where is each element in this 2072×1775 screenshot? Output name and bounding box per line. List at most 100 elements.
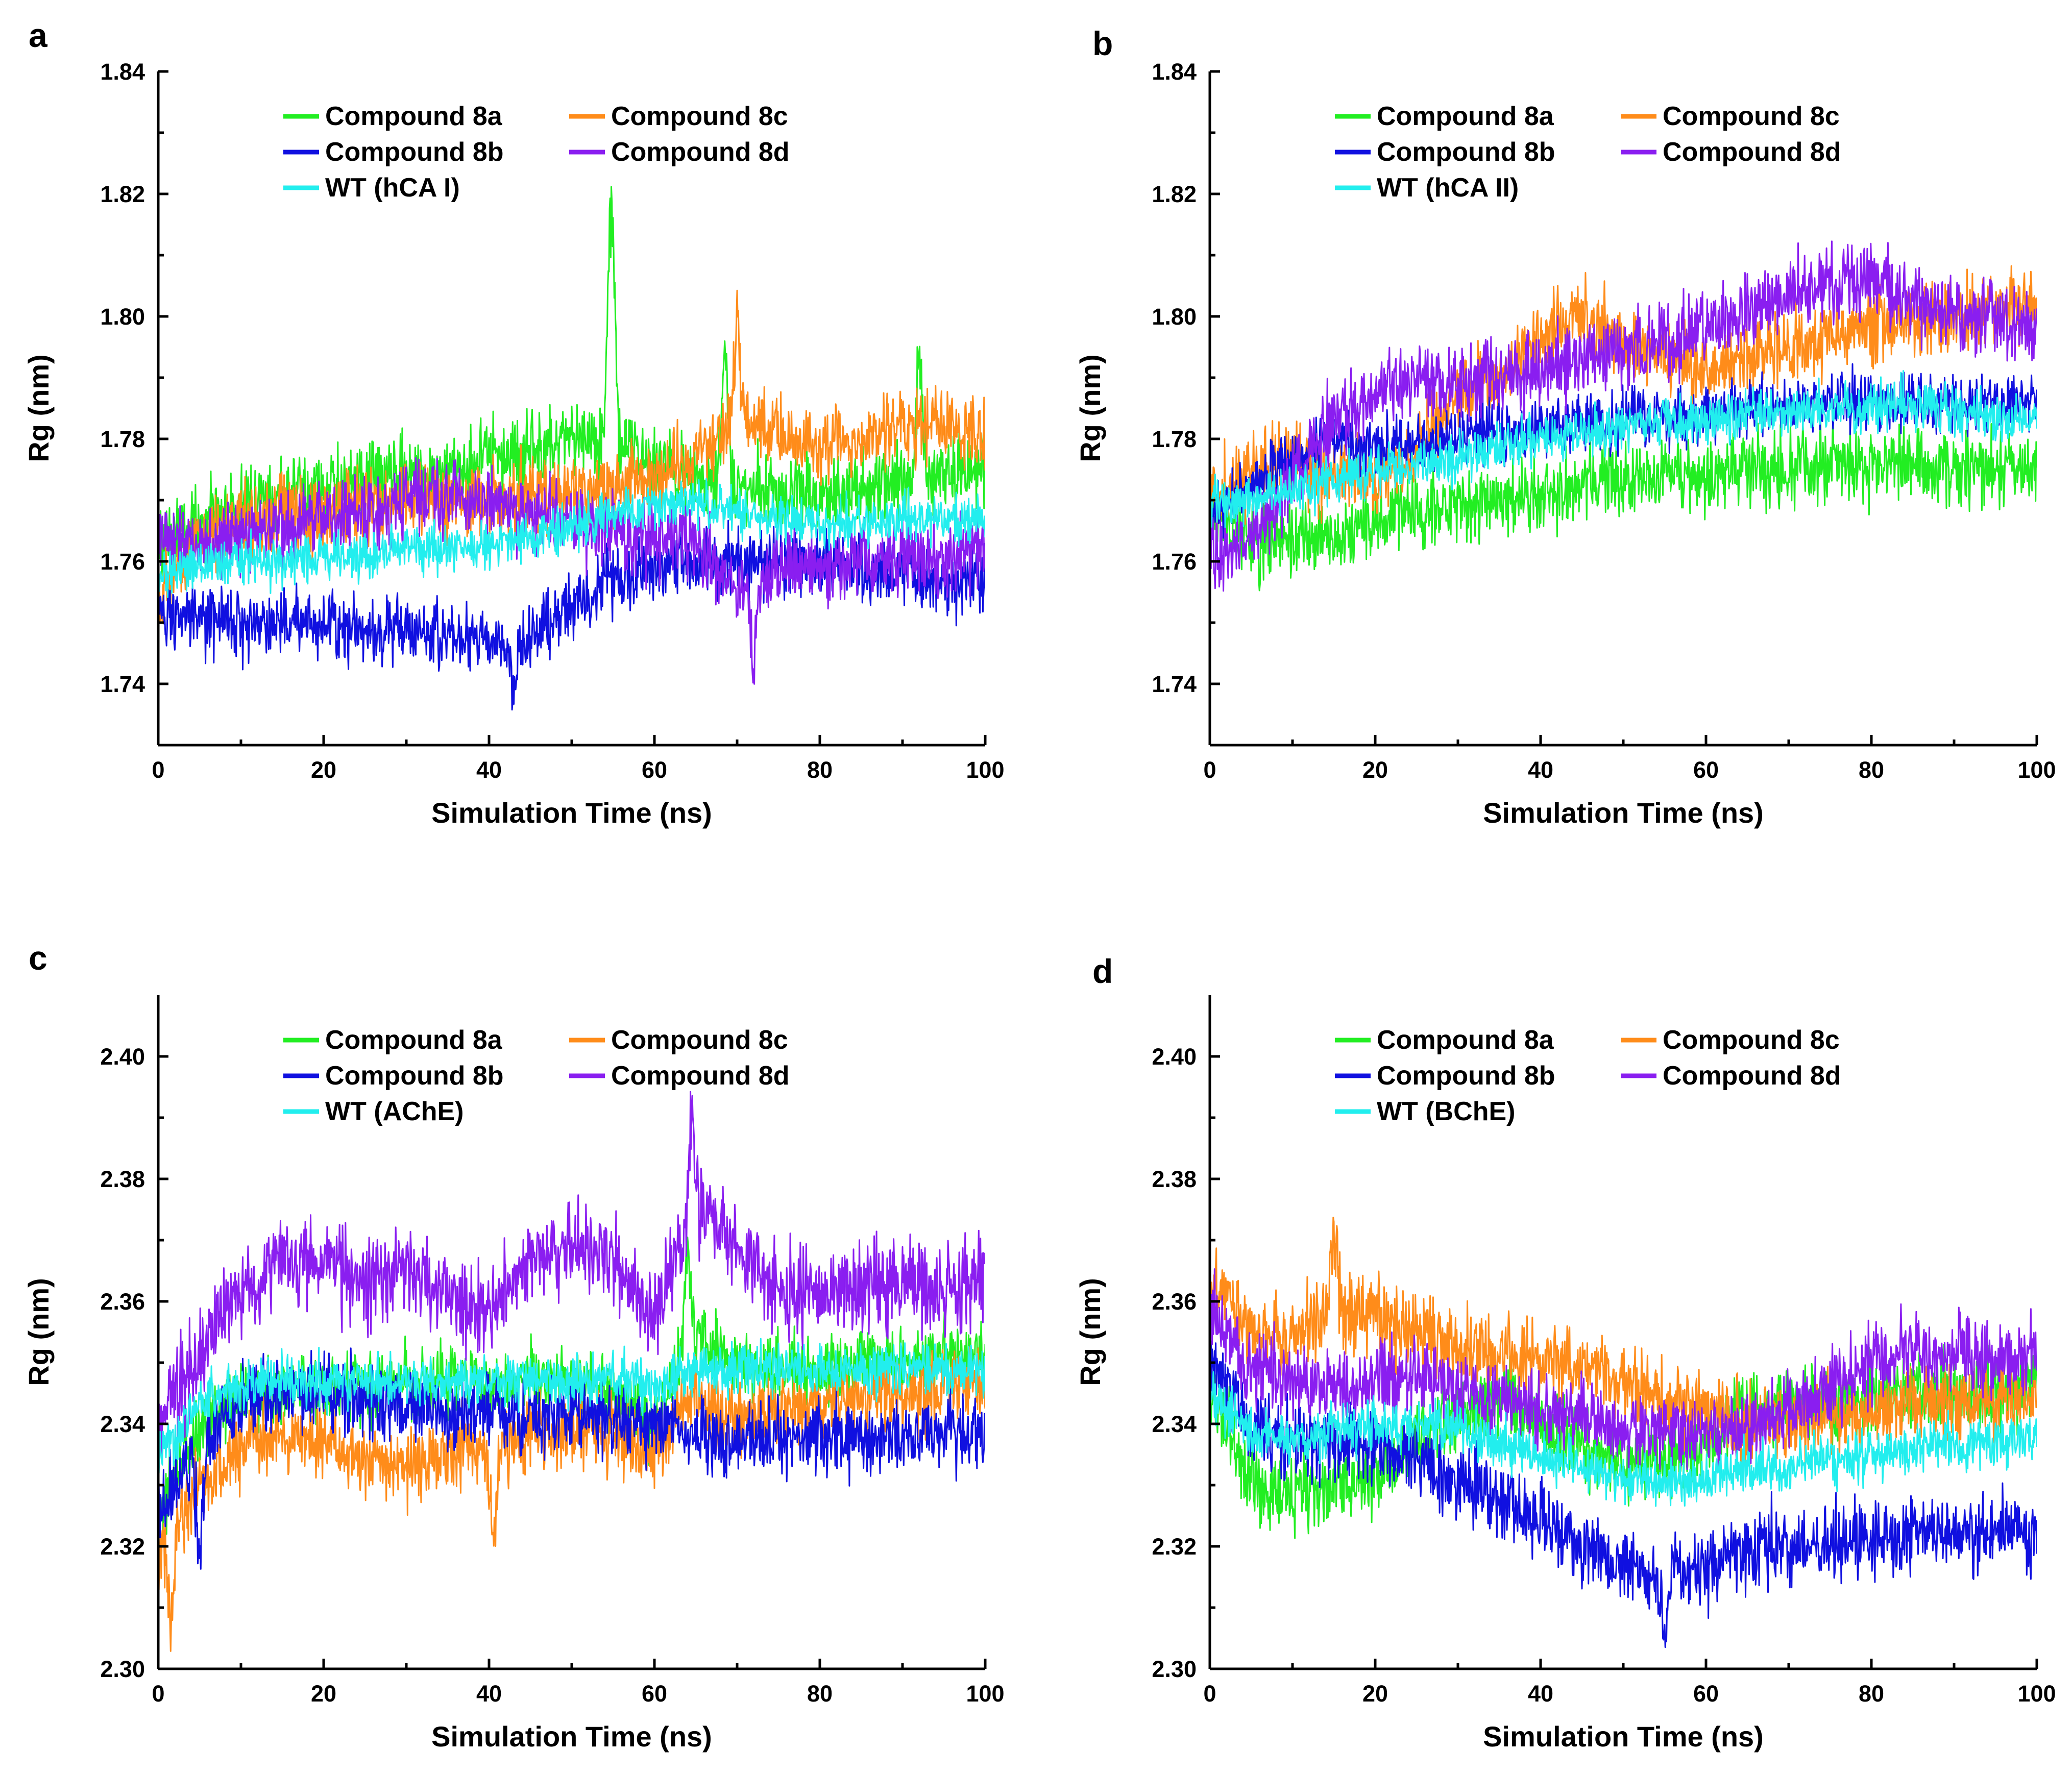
x-axis-label: Simulation Time (ns) [1483, 797, 1764, 829]
y-tick-label: 2.32 [100, 1534, 145, 1560]
panel-b: 0 20 40 60 80 100 1.74 1.76 1.78 1.80 1.82 1.84 Simu… [1074, 24, 2056, 829]
series-line-compound-8a [1210, 417, 2037, 591]
legend-label: Compound 8b [1377, 137, 1555, 167]
legend-item: Compound 8a [283, 1025, 503, 1055]
legend-item: Compound 8c [1621, 1025, 1840, 1055]
series-line-compound-8c [1210, 265, 2037, 533]
y-tick-label: 2.30 [1152, 1656, 1197, 1682]
legend-item: Compound 8b [1335, 137, 1555, 167]
x-tick-label: 60 [1693, 757, 1719, 783]
legend-item: Compound 8d [1621, 1061, 1841, 1091]
y-tick-label: 1.80 [1152, 304, 1197, 330]
legend-item: Compound 8c [569, 102, 788, 131]
x-tick-label: 0 [1203, 1681, 1216, 1707]
x-tick-label: 80 [807, 1681, 833, 1707]
series-line-compound-8b [1210, 1340, 2037, 1648]
legend: Compound 8a Compound 8c Compound 8b Compoun… [283, 1025, 790, 1126]
legend-label: Compound 8c [611, 102, 788, 131]
y-axis-label: Rg (nm) [22, 1278, 55, 1386]
y-tick-label: 2.30 [100, 1656, 145, 1682]
legend-label: Compound 8d [1663, 1061, 1841, 1091]
legend-item: Compound 8d [1621, 137, 1841, 167]
panel-letter: b [1092, 24, 1113, 62]
y-tick-label: 1.74 [100, 671, 145, 697]
x-tick-label: 20 [311, 1681, 336, 1707]
y-tick-label: 2.34 [100, 1411, 145, 1437]
y-tick-label: 2.40 [1152, 1044, 1197, 1070]
x-tick-label: 80 [1859, 757, 1884, 783]
x-axis-label: Simulation Time (ns) [1483, 1720, 1764, 1753]
panel-letter: c [29, 939, 47, 977]
series-group [1210, 1217, 2037, 1648]
x-tick-label: 100 [966, 757, 1004, 783]
y-tick-label: 1.76 [100, 549, 145, 575]
legend-label: Compound 8a [1377, 102, 1554, 131]
legend-item: Compound 8c [569, 1025, 788, 1055]
series-line-compound-8c [158, 289, 985, 624]
y-tick-label: 2.38 [100, 1166, 145, 1192]
legend-label: Compound 8c [1663, 1025, 1840, 1055]
panel-d: 0 20 40 60 80 100 2.30 2.32 2.34 2.36 2.38 2.40 Simu… [1074, 952, 2056, 1753]
x-axis-label: Simulation Time (ns) [431, 797, 712, 829]
panel-letter: a [29, 16, 48, 54]
x-axis-label: Simulation Time (ns) [431, 1720, 712, 1753]
y-axis-label: Rg (nm) [1074, 354, 1106, 462]
legend-label: Compound 8c [611, 1025, 788, 1055]
series-line-compound-8d [158, 1091, 985, 1459]
legend: Compound 8a Compound 8c Compound 8b Compoun… [283, 102, 790, 203]
series-group [158, 1091, 985, 1652]
x-tick-label: 40 [476, 1681, 502, 1707]
panel-c: 0 20 40 60 80 100 2.30 2.32 2.34 2.36 2.38 2.40 Simu… [22, 939, 1005, 1753]
legend-label: Compound 8d [1663, 137, 1841, 167]
series-group [1210, 240, 2037, 592]
y-tick-label: 1.84 [100, 59, 145, 85]
x-tick-label: 40 [476, 757, 502, 783]
series-line-compound-8c [1210, 1217, 2037, 1468]
x-tick-label: 0 [152, 1681, 164, 1707]
y-tick-label: 2.38 [1152, 1166, 1197, 1192]
y-tick-label: 2.40 [100, 1044, 145, 1070]
x-tick-label: 100 [966, 1681, 1004, 1707]
legend-item: Compound 8b [283, 137, 504, 167]
legend-item: Compound 8a [283, 102, 503, 131]
y-tick-label: 1.74 [1152, 671, 1197, 697]
series-group [158, 186, 985, 711]
y-axis-label: Rg (nm) [22, 354, 55, 462]
legend-item: Compound 8b [283, 1061, 504, 1091]
legend-label: WT (hCA I) [325, 173, 460, 203]
legend-item: Compound 8a [1335, 102, 1554, 131]
x-tick-label: 100 [2017, 757, 2056, 783]
y-tick-label: 1.82 [1152, 181, 1197, 207]
x-tick-label: 40 [1528, 757, 1553, 783]
legend-label: Compound 8c [1663, 102, 1840, 131]
legend-item: WT (AChE) [283, 1097, 464, 1126]
y-tick-label: 1.78 [100, 426, 145, 452]
panel-a: 0 20 40 60 80 100 1.74 1.76 1.78 1.80 1.82 1.84 Simu… [22, 16, 1005, 829]
x-tick-label: 20 [311, 757, 336, 783]
series-line-wt [158, 478, 985, 598]
legend-label: Compound 8d [611, 137, 790, 167]
legend-label: WT (hCA II) [1377, 173, 1519, 203]
y-tick-label: 2.34 [1152, 1411, 1197, 1437]
legend-item: Compound 8c [1621, 102, 1840, 131]
legend-label: Compound 8a [325, 102, 503, 131]
x-tick-label: 60 [642, 757, 667, 783]
legend-item: WT (BChE) [1335, 1097, 1515, 1126]
y-axis-label: Rg (nm) [1074, 1278, 1106, 1386]
x-tick-label: 40 [1528, 1681, 1553, 1707]
legend-label: Compound 8a [1377, 1025, 1554, 1055]
legend-label: Compound 8b [325, 1061, 504, 1091]
legend-item: Compound 8b [1335, 1061, 1555, 1091]
x-tick-label: 80 [807, 757, 833, 783]
x-tick-label: 0 [152, 757, 164, 783]
legend-item: WT (hCA I) [283, 173, 460, 203]
x-tick-label: 60 [642, 1681, 667, 1707]
y-tick-label: 1.80 [100, 304, 145, 330]
y-tick-label: 1.82 [100, 181, 145, 207]
legend-item: Compound 8d [569, 137, 790, 167]
x-tick-label: 80 [1859, 1681, 1884, 1707]
legend: Compound 8a Compound 8c Compound 8b Compoun… [1335, 1025, 1841, 1126]
legend-label: Compound 8d [611, 1061, 790, 1091]
legend-label: WT (BChE) [1377, 1097, 1515, 1126]
series-line-wt [1210, 370, 2037, 528]
